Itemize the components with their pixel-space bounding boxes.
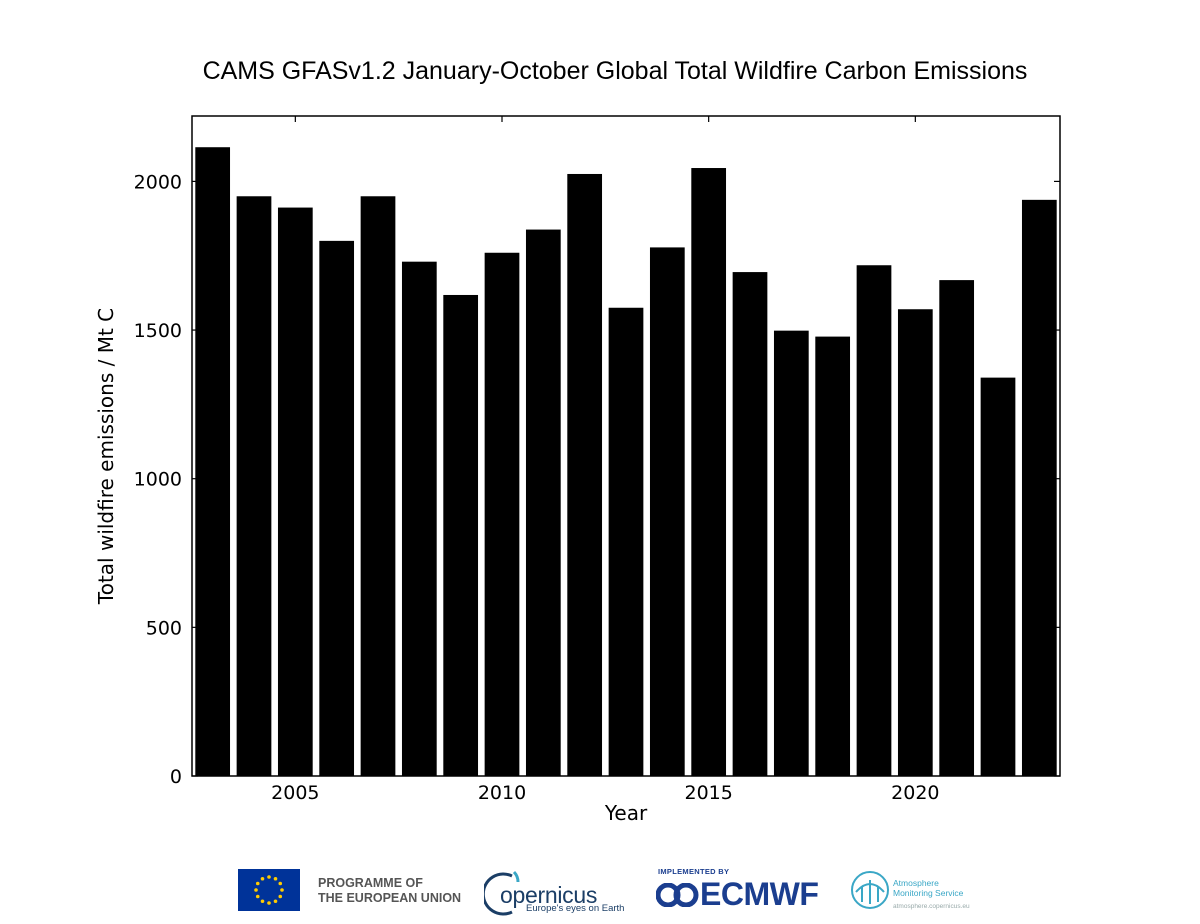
bar-2018 xyxy=(815,336,851,776)
x-tick-label-2005: 2005 xyxy=(271,782,319,804)
footer-logos: PROGRAMME OF THE EUROPEAN UNION opernicu… xyxy=(0,860,1200,920)
bar-2016 xyxy=(732,272,768,776)
bar-2015 xyxy=(691,168,727,776)
bar-2017 xyxy=(773,330,809,776)
y-tick-label-500: 500 xyxy=(146,617,182,639)
eu-star xyxy=(267,875,271,879)
eu-star xyxy=(255,881,260,886)
x-tick-label-2020: 2020 xyxy=(891,782,939,804)
eu-flag-icon xyxy=(238,869,300,911)
bar-chart: 0 500 1000 1500 2000 2005 2010 2015 2020 Year To… xyxy=(94,115,1061,825)
cams-service-text: Atmosphere Monitoring Service xyxy=(893,878,963,898)
copernicus-c-icon xyxy=(484,870,520,916)
bar-2009 xyxy=(443,294,479,776)
ticks-layer: 0 500 1000 1500 2000 2005 2010 2015 2020 xyxy=(134,116,1060,804)
bar-2007 xyxy=(360,196,396,776)
bar-2014 xyxy=(649,247,685,777)
ecmwf-implemented-by: IMPLEMENTED BY xyxy=(658,867,730,876)
y-tick-label-0: 0 xyxy=(170,766,182,788)
ecmwf-word: ECMWF xyxy=(700,876,819,912)
eu-star xyxy=(278,881,283,886)
bar-2008 xyxy=(401,261,437,777)
eu-star xyxy=(280,888,284,892)
bar-2012 xyxy=(567,173,603,777)
eu-star xyxy=(278,894,283,899)
ecmwf-mark-icon xyxy=(655,882,700,908)
bar-2021 xyxy=(939,280,975,776)
cams-line-2: Monitoring Service xyxy=(893,888,964,898)
x-tick-label-2015: 2015 xyxy=(684,782,732,804)
y-tick-label-1500: 1500 xyxy=(134,320,182,342)
bar-2019 xyxy=(856,265,892,776)
bar-2023 xyxy=(1021,199,1057,777)
bar-2022 xyxy=(980,377,1016,776)
bar-2006 xyxy=(319,240,355,776)
bar-2011 xyxy=(525,229,561,776)
cams-line-1: Atmosphere xyxy=(893,878,939,888)
bar-2013 xyxy=(608,307,644,776)
eu-star xyxy=(273,876,278,881)
copernicus-logo: opernicus Europe's eyes on Earth xyxy=(484,868,624,918)
bars-layer xyxy=(195,147,1057,777)
y-tick-label-1000: 1000 xyxy=(134,469,182,491)
y-tick-label-2000: 2000 xyxy=(134,171,182,193)
eu-line-2: THE EUROPEAN UNION xyxy=(318,891,462,905)
plot-frame xyxy=(191,115,1061,777)
eu-star xyxy=(254,888,258,892)
eu-star xyxy=(260,899,265,904)
x-tick-label-2010: 2010 xyxy=(478,782,526,804)
cams-url: atmosphere.copernicus.eu xyxy=(893,903,970,910)
x-axis-label: Year xyxy=(604,801,648,825)
copernicus-tagline: Europe's eyes on Earth xyxy=(526,903,625,914)
bar-2020 xyxy=(897,309,933,776)
eu-line-1: PROGRAMME OF xyxy=(318,876,423,890)
chart-title: CAMS GFASv1.2 January-October Global Tot… xyxy=(202,57,1028,85)
y-axis-label: Total wildfire emissions / Mt C xyxy=(94,308,118,605)
eu-star xyxy=(273,899,278,904)
eu-star xyxy=(267,901,271,905)
bar-2003 xyxy=(195,147,231,777)
bar-2010 xyxy=(484,252,520,776)
bar-2005 xyxy=(277,207,313,776)
eu-programme-text: PROGRAMME OF THE EUROPEAN UNION xyxy=(318,876,461,906)
copernicus-word: opernicus xyxy=(500,882,598,908)
eu-star xyxy=(260,876,265,881)
eu-star xyxy=(255,894,260,899)
bar-2004 xyxy=(236,196,272,776)
cams-globe-icon xyxy=(848,868,892,912)
